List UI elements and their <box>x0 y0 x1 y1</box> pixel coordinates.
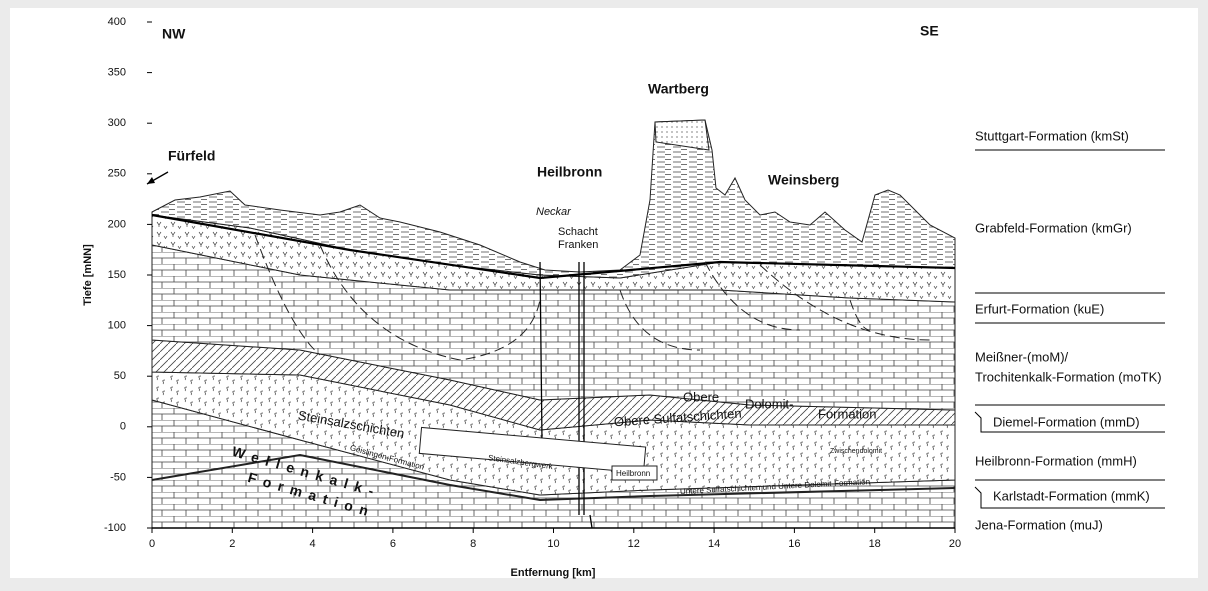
y-tick-label: 200 <box>108 218 126 230</box>
label: SE <box>920 23 939 39</box>
legend-label: Karlstadt-Formation (mmK) <box>993 488 1150 503</box>
y-tick-label: 250 <box>108 168 126 180</box>
label: Obere <box>683 389 719 404</box>
x-tick-label: 2 <box>229 538 235 550</box>
label: Zwischendolomit <box>830 448 882 455</box>
legend-label: Grabfeld-Formation (kmGr) <box>975 220 1132 235</box>
label: Schacht <box>558 226 598 238</box>
x-axis-label: Entfernung [km] <box>511 567 596 579</box>
y-tick-label: 50 <box>114 370 126 382</box>
legend-label: Erfurt-Formation (kuE) <box>975 301 1104 316</box>
y-tick-label: 400 <box>108 16 126 28</box>
label: Formation <box>818 406 877 421</box>
label: Dolomit- <box>745 396 793 411</box>
legend-label: Heilbronn-Formation (mmH) <box>975 453 1137 468</box>
y-tick-label: -50 <box>110 471 126 483</box>
label: Heilbronn <box>537 164 602 180</box>
y-tick-label: 300 <box>108 117 126 129</box>
y-tick-label: 150 <box>108 269 126 281</box>
y-tick-label: 100 <box>108 320 126 332</box>
label: Franken <box>558 239 598 251</box>
label: Weinsberg <box>768 172 839 188</box>
y-axis-label: Tiefe [mNN] <box>82 244 94 306</box>
legend-label: Stuttgart-Formation (kmSt) <box>975 128 1129 143</box>
figure: NW SE Fürfeld Heilbronn Wartberg Weinsbe… <box>0 0 1208 586</box>
legend-label: Meißner-(moM)/ <box>975 349 1069 364</box>
label: Fürfeld <box>168 148 215 164</box>
x-tick-label: 14 <box>708 538 720 550</box>
x-tick-label: 16 <box>788 538 800 550</box>
label: Wartberg <box>648 81 709 97</box>
x-tick-label: 12 <box>628 538 640 550</box>
legend-label: Trochitenkalk-Formation (moTK) <box>975 369 1162 384</box>
legend-label: Jena-Formation (muJ) <box>975 517 1103 532</box>
label: Heilbronn <box>616 469 650 478</box>
label: NW <box>162 26 186 42</box>
y-tick-label: 350 <box>108 67 126 79</box>
y-tick-label: 0 <box>120 421 126 433</box>
x-tick-label: 4 <box>310 538 316 550</box>
x-tick-label: 0 <box>149 538 155 550</box>
x-tick-label: 8 <box>470 538 476 550</box>
legend-label: Diemel-Formation (mmD) <box>993 414 1140 429</box>
label: Neckar <box>536 206 572 218</box>
y-tick-label: -100 <box>104 522 126 534</box>
x-tick-label: 10 <box>547 538 559 550</box>
x-tick-label: 6 <box>390 538 396 550</box>
x-tick-label: 20 <box>949 538 961 550</box>
x-tick-label: 18 <box>869 538 881 550</box>
